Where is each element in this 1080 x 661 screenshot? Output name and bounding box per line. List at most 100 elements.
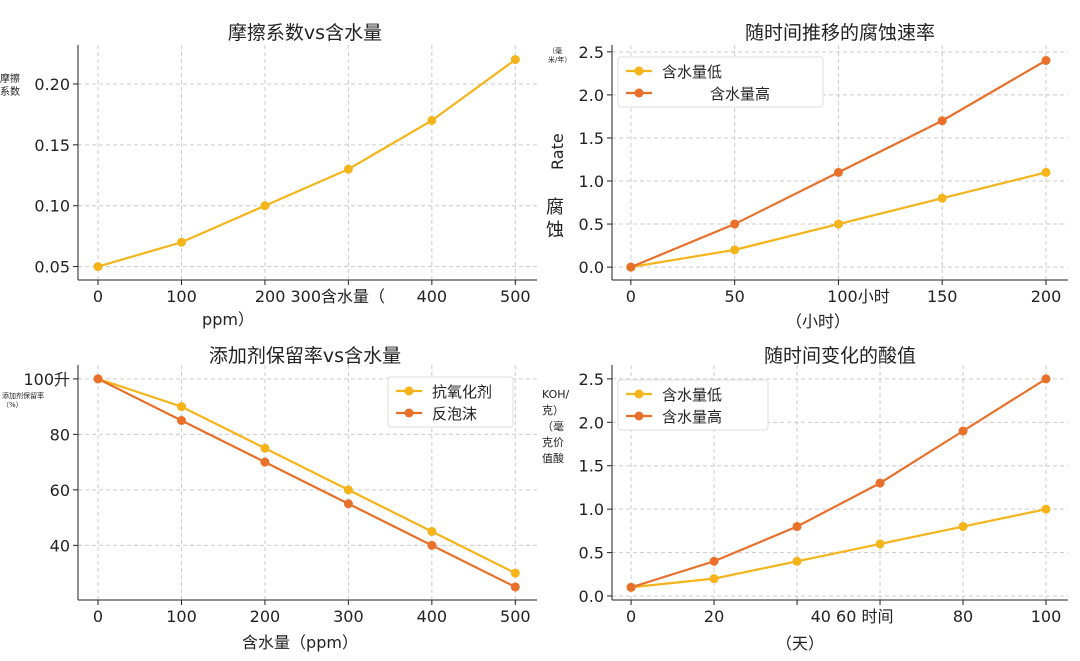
chart1-xtick-label: 200 300含水量（ [255,287,385,306]
chart2-series-1-point [833,219,843,229]
chart4-legend-marker [634,389,644,399]
chart1-ytick-label: 0.05 [34,258,70,277]
chart1-series-1-line [97,58,516,268]
chart1-series-1-point [427,115,437,125]
chart4-legend-marker [634,411,644,421]
chart4-series-2-point [1041,374,1051,384]
chart4-ytick-label: 2.5 [579,370,604,389]
chart3-series-2-point [510,582,520,592]
chart2-series-2-point [626,262,636,272]
chart4-legend [617,379,769,431]
chart3-xtick-label: 300 [333,607,364,626]
chart2-legend-marker [634,88,644,98]
chart3-series-1-point [176,402,186,412]
chart4-xtick-label: 20 [704,607,724,626]
chart4-series-2-point [626,582,636,592]
chart2-ytick-label: 1.0 [579,172,604,191]
chart3-xtick-label: 200 [250,607,281,626]
chart3-series-2-line [97,377,516,588]
chart1-xtick-label: 0 [93,287,103,306]
chart3-series-2-point [176,415,186,425]
chart3-legend-marker [404,408,414,418]
chart4-series-2-point [709,556,719,566]
chart1-ylabel: 摩擦系数 [0,74,20,98]
chart3-series-2-point [343,499,353,509]
chart4-series-2-line [630,377,1047,589]
chart1-series-1-point [260,201,270,211]
chart4-series-2-point [875,478,885,488]
chart4-xtick-label: 0 [626,607,636,626]
chart4-xtick-label: 40 60 时间 [811,607,894,626]
chart1-series-1-point [93,262,103,272]
chart2-series-2-point [833,167,843,177]
chart2-xtick-label: 100小时 [827,287,890,306]
chart2-legend-marker [634,66,644,76]
chart4-series-1-point [1041,504,1051,514]
chart1-xtick-label: 400 [417,287,448,306]
chart3-ylabel: 添加剂保留率（%） [2,392,44,409]
chart2-ytick-label: 2.5 [579,43,604,62]
chart2-legend-label: 含水量高 [710,85,770,103]
chart2-series-1-point [730,245,740,255]
chart2-title: 随时间推移的腐蚀速率 [744,22,936,44]
chart2-series-2-point [730,219,740,229]
chart4-title: 随时间变化的酸值 [763,345,917,367]
chart3-ytick-label: 40 [50,536,70,555]
chart2-xtick-label: 150 [927,287,958,306]
chart4-ytick-label: 0.0 [579,587,604,606]
chart3-series-1-point [510,568,520,578]
chart4-legend-label: 含水量高 [662,408,722,426]
chart3-series-1-point [427,526,437,536]
chart4-ytick-label: 0.5 [579,544,604,563]
chart3-xtick-label: 500 [500,607,531,626]
chart1-series-1-point [176,237,186,247]
chart4-ylabel: KOH/克）（毫克价值酸 [542,388,570,465]
chart3-xtick-label: 100 [166,607,197,626]
chart4-xtick-label: 80 [953,607,973,626]
chart3-series-1-point [260,443,270,453]
chart2-xtick-label: 50 [724,287,744,306]
chart3-ytick-label: 60 [50,481,70,500]
chart2-legend [617,56,824,108]
chart1-xtick-label: 100 [166,287,197,306]
chart2-ytick-label: 1.5 [579,129,604,148]
chart2-xtick-label: 200 [1031,287,1062,306]
chart4-series-1-line [630,508,1047,589]
chart3-xtick-label: 0 [93,607,103,626]
chart3-title: 添加剂保留率vs含水量 [208,345,402,367]
chart3-legend [387,376,514,428]
chart2-series-2-point [1041,55,1051,65]
chart1-ytick-label: 0.20 [34,75,70,94]
chart4-series-2-point [958,426,968,436]
chart3-legend-label: 反泡沫 [432,405,477,423]
chart4-series-1-point [792,556,802,566]
chart3-series-1-line [97,377,516,575]
chart2-series-2-point [937,116,947,126]
chart3-legend-marker [404,386,414,396]
chart4-series-1-point [709,574,719,584]
chart3-xlabel: 含水量（ppm） [242,633,358,652]
chart1-series-1-point [510,55,520,65]
chart3-series-1-point [343,485,353,495]
chart2-xlabel: （小时） [785,312,851,331]
chart4-ytick-label: 2.0 [579,413,604,432]
chart4-ytick-label: 1.0 [579,500,604,519]
chart1-xlabel: ppm） [202,310,254,329]
chart2-series-1-point [937,193,947,203]
chart3-ytick-label: 80 [50,425,70,444]
chart4-series-1-point [875,539,885,549]
chart3-ytick-label: 100升 [23,370,70,389]
chart3-series-2-point [427,540,437,550]
chart4-legend-label: 含水量低 [662,386,722,404]
chart4-axes: 0 20 40 60 时间 80 100 0.0 0.5 1.0 1.5 2.0 2.5 含水量低含水… [579,365,1068,626]
chart1-ytick-label: 0.10 [34,197,70,216]
chart4-ytick-label: 1.5 [579,457,604,476]
chart2-legend-label: 含水量低 [662,63,722,81]
chart2-ytick-label: 0.0 [579,258,604,277]
chart2-series-1-point [1041,167,1051,177]
chart1-ytick-label: 0.15 [34,136,70,155]
